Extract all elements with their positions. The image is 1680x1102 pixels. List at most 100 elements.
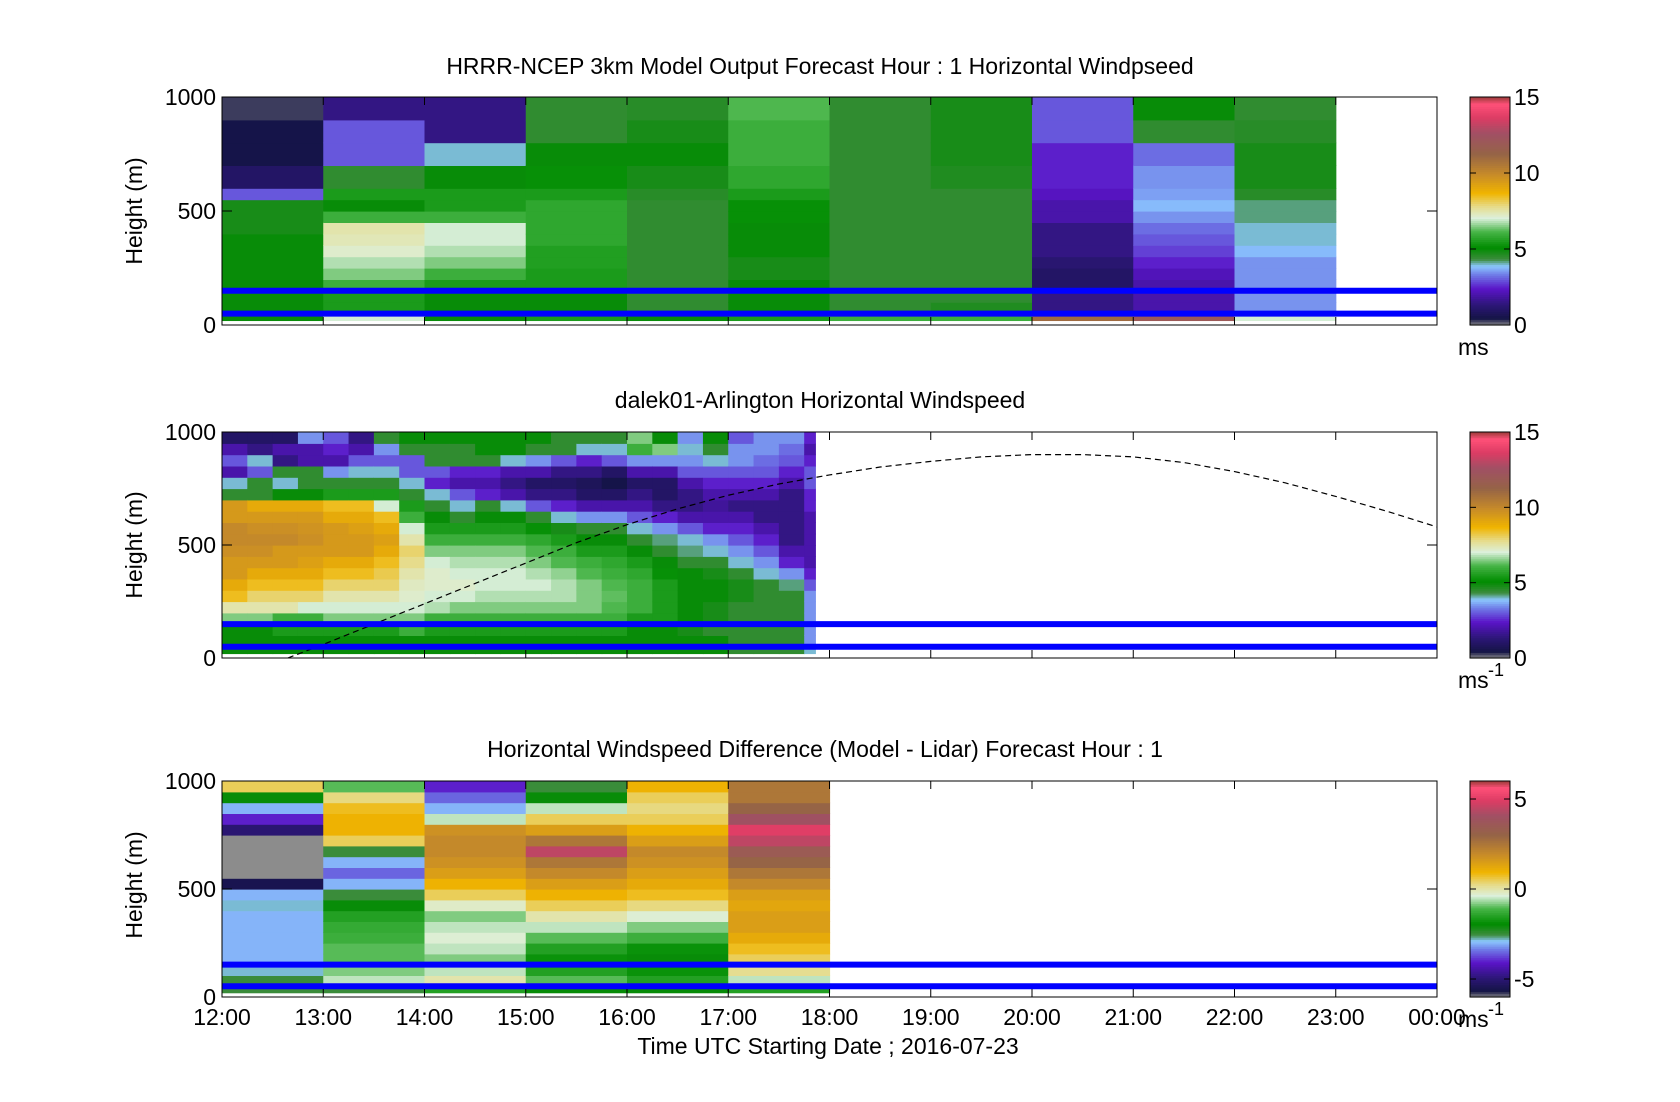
heatmap-cell xyxy=(1032,165,1134,189)
colorbar-segment xyxy=(1470,450,1510,454)
colorbar-segment xyxy=(1470,514,1510,518)
heatmap-cell xyxy=(627,119,729,144)
colorbar-segment xyxy=(1470,831,1510,834)
heatmap-cell xyxy=(576,522,603,535)
colorbar-segment xyxy=(1470,982,1510,985)
colorbar-segment xyxy=(1470,471,1510,475)
heatmap-cell xyxy=(1133,211,1236,223)
heatmap-cell xyxy=(652,556,679,569)
colorbar-segment xyxy=(1470,903,1510,906)
colorbar-segment xyxy=(1470,561,1510,565)
heatmap-cell xyxy=(702,578,729,591)
heatmap-cell xyxy=(247,545,274,557)
heatmap-cell xyxy=(728,856,831,868)
heatmap-cell xyxy=(1032,188,1134,201)
colorbar-segment xyxy=(1470,138,1510,142)
heatmap-cell xyxy=(627,545,653,557)
heatmap-cell xyxy=(829,165,932,189)
heatmap-cell xyxy=(627,646,653,655)
heatmap-cell xyxy=(576,465,603,478)
heatmap-cell xyxy=(222,899,324,912)
heatmap-cell xyxy=(728,802,831,814)
heatmap-cell xyxy=(627,188,729,201)
heatmap-cell xyxy=(323,119,426,144)
colorbar-segment xyxy=(1470,642,1510,646)
heatmap-cell xyxy=(323,910,426,922)
heatmap-cell xyxy=(323,867,426,879)
colorbar-segment xyxy=(1470,104,1510,108)
colorbar-segment xyxy=(1470,140,1510,144)
heatmap-cell xyxy=(424,477,451,490)
heatmap-cell xyxy=(424,211,527,223)
heatmap-cell xyxy=(576,545,603,557)
colorbar-segment xyxy=(1470,464,1510,467)
heatmap-cell xyxy=(702,522,729,535)
heatmap-cell xyxy=(627,465,653,478)
colorbar-segment xyxy=(1470,439,1510,443)
heatmap-cell xyxy=(323,835,426,847)
heatmap-cell xyxy=(728,465,755,478)
colorbar-segment xyxy=(1470,993,1510,996)
colorbar-segment xyxy=(1470,610,1510,614)
heatmap-cell xyxy=(297,499,324,512)
colorbar-segment xyxy=(1470,808,1510,811)
colorbar-segment xyxy=(1470,465,1510,469)
panel-model-colorbar: 0 5 10 15 ms xyxy=(1458,84,1540,360)
heatmap-cell xyxy=(728,878,831,890)
colorbar-segment xyxy=(1470,952,1510,955)
colorbar-segment xyxy=(1470,539,1510,542)
heatmap-cell xyxy=(627,268,729,280)
heatmap-cell xyxy=(424,119,527,144)
heatmap-cell xyxy=(449,522,476,535)
colorbar-segment xyxy=(1470,307,1510,311)
colorbar-segment xyxy=(1470,793,1510,796)
heatmap-cell xyxy=(323,556,350,569)
heatmap-cell xyxy=(601,454,628,467)
heatmap-cell xyxy=(778,465,805,478)
heatmap-cell xyxy=(778,545,805,557)
colorbar-segment xyxy=(1470,791,1510,795)
heatmap-cell xyxy=(272,646,299,655)
colorbar-tick-label: 5 xyxy=(1514,236,1527,262)
heatmap-cell xyxy=(551,590,577,603)
colorbar-segment xyxy=(1470,218,1510,222)
heatmap-cell xyxy=(551,556,577,569)
heatmap-cell xyxy=(702,443,729,456)
heatmap-cell xyxy=(1133,165,1236,189)
heatmap-cell xyxy=(373,477,400,490)
heatmap-cell xyxy=(525,590,552,603)
colorbar-segment xyxy=(1470,178,1510,182)
heatmap-cell xyxy=(323,813,426,825)
colorbar-segment xyxy=(1470,271,1510,275)
heatmap-cell xyxy=(525,119,628,144)
heatmap-cell xyxy=(804,612,816,625)
heatmap-cell xyxy=(551,432,577,444)
heatmap-cell xyxy=(449,443,476,456)
heatmap-cell xyxy=(424,932,527,944)
heatmap-cell xyxy=(373,612,400,625)
heatmap-cell xyxy=(1234,199,1337,212)
colorbar-segment xyxy=(1470,241,1510,244)
heatmap-cell xyxy=(627,921,729,933)
heatmap-cell xyxy=(753,590,780,603)
heatmap-cell xyxy=(272,454,299,467)
heatmap-cell xyxy=(525,432,552,444)
heatmap-cell xyxy=(500,511,527,523)
heatmap-cell xyxy=(247,624,274,636)
heatmap-cell xyxy=(222,522,248,535)
colorbar-segment xyxy=(1470,849,1510,852)
colorbar-segment xyxy=(1470,214,1510,218)
colorbar-segment xyxy=(1470,537,1510,540)
colorbar-segment xyxy=(1470,833,1510,836)
heatmap-cell xyxy=(449,477,476,490)
heatmap-cell xyxy=(424,953,527,966)
heatmap-cell xyxy=(829,268,932,280)
heatmap-cell xyxy=(424,813,527,825)
heatmap-cell xyxy=(297,511,324,523)
colorbar-segment xyxy=(1470,939,1510,942)
heatmap-cell xyxy=(348,567,375,580)
heatmap-cell xyxy=(348,477,375,490)
colorbar-segment xyxy=(1470,925,1510,928)
heatmap-cell xyxy=(627,835,729,847)
heatmap-cell xyxy=(222,233,324,246)
